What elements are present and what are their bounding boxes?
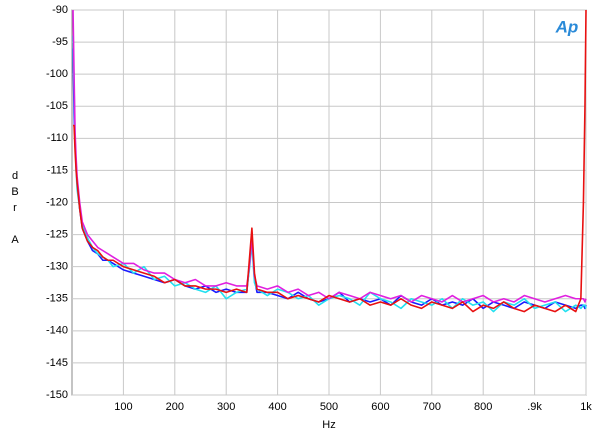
y-tick-label: -110	[47, 132, 68, 144]
y-tick-label: -90	[52, 4, 68, 16]
y-tick-label: -145	[46, 357, 68, 369]
y-tick-label: -100	[46, 68, 68, 80]
x-tick-label: .9k	[527, 401, 542, 413]
x-tick-label: 500	[320, 401, 338, 413]
x-tick-label: 100	[114, 401, 132, 413]
x-axis-label: Hz	[322, 419, 335, 431]
y-tick-label: -105	[46, 100, 68, 112]
y-tick-label: -95	[52, 36, 68, 48]
x-tick-label: 200	[166, 401, 184, 413]
x-tick-label: 700	[423, 401, 441, 413]
y-tick-label: -130	[46, 261, 68, 273]
logo: Ap	[555, 17, 579, 36]
series-line	[72, 9, 587, 303]
x-tick-label: 600	[371, 401, 389, 413]
series-group	[72, 9, 587, 313]
y-tick-label: -135	[46, 293, 68, 305]
y-tick-label: -150	[46, 389, 68, 401]
x-tick-label: 400	[268, 401, 286, 413]
x-tick-label: 800	[474, 401, 492, 413]
grid	[72, 9, 587, 396]
x-tick-label: 1k	[580, 401, 592, 413]
y-tick-label: -125	[46, 228, 68, 240]
y-tick-label: -120	[46, 196, 68, 208]
x-tick-label: 300	[217, 401, 235, 413]
y-tick-label: -115	[47, 164, 68, 176]
y-tick-label: -140	[46, 325, 68, 337]
y-axis-label: dBr A	[9, 170, 21, 250]
series-line	[73, 9, 587, 313]
